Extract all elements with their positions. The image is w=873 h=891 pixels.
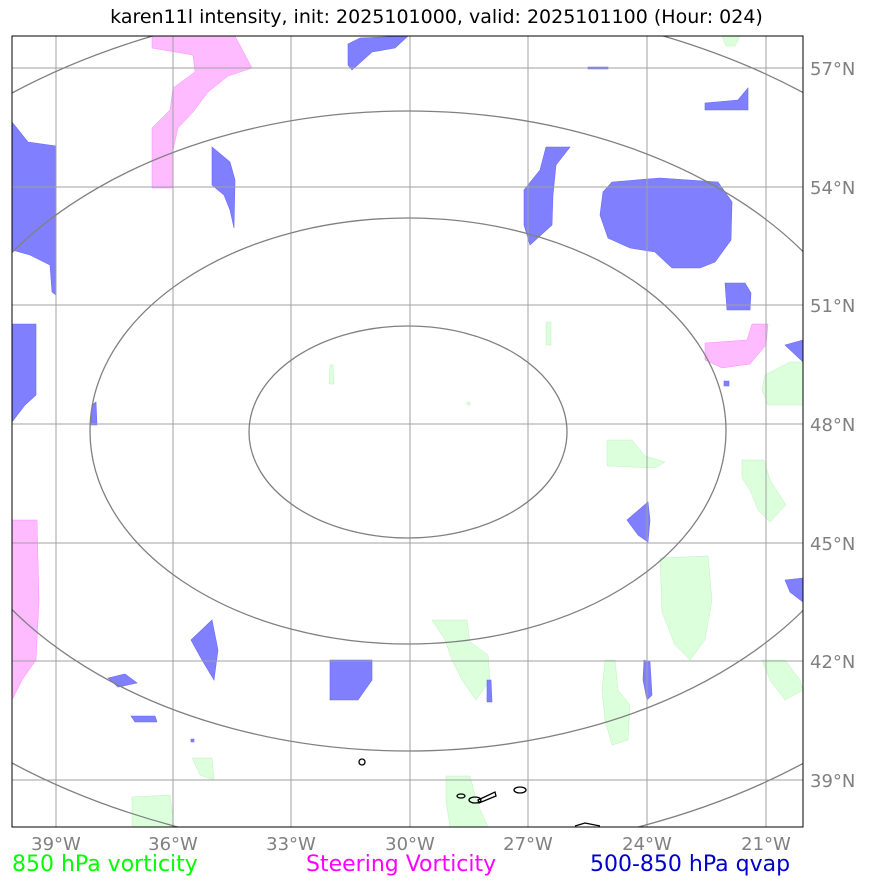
lon-label: 39°W [31, 834, 81, 855]
lat-label: 48°N [810, 415, 855, 436]
lon-label: 21°W [741, 834, 791, 855]
contour [468, 796, 482, 804]
legend-steering-vorticity: Steering Vorticity [306, 852, 497, 877]
qvap-area [626, 501, 651, 543]
distance-ring [12, 36, 803, 827]
vorticity-850-area [131, 794, 175, 827]
lat-label: 54°N [810, 178, 855, 199]
lat-label: 57°N [810, 59, 855, 80]
vorticity-850-area [721, 36, 741, 47]
vorticity-850-area [761, 659, 803, 701]
graticule [12, 36, 803, 827]
qvap-area [190, 619, 219, 681]
lon-label: 24°W [622, 834, 672, 855]
contour [456, 793, 466, 799]
vorticity-850-area [606, 439, 666, 469]
legend-qvap: 500-850 hPa qvap [590, 852, 791, 877]
distance-ring [12, 110, 803, 752]
qvap-area [599, 177, 733, 269]
vorticity-850-area [328, 364, 335, 385]
distance-rings [12, 36, 803, 827]
contour [358, 758, 366, 766]
distance-ring [89, 217, 727, 645]
qvap-area [486, 679, 493, 703]
qvap-area [130, 715, 158, 723]
vorticity-850-area [431, 619, 491, 701]
vorticity-850-area [761, 361, 803, 406]
lat-label: 39°N [810, 771, 855, 792]
vorticity-850-area [466, 401, 471, 406]
qvap-area [723, 380, 730, 387]
legend-850-vorticity: 850 hPa vorticity [12, 852, 198, 877]
qvap-area [329, 659, 373, 701]
latitude-labels: 57°N 54°N 51°N 48°N 45°N 42°N 39°N [810, 59, 855, 792]
qvap-area [523, 146, 571, 246]
longitude-labels: 39°W 36°W 33°W 30°W 27°W 24°W 21°W [31, 834, 791, 855]
distance-ring [248, 325, 568, 539]
vorticity-850-area [191, 757, 215, 781]
qvap-area [12, 323, 37, 423]
qvap-area [724, 282, 752, 311]
qvap-area [107, 673, 138, 688]
lon-label: 27°W [503, 834, 553, 855]
qvap-area [190, 738, 195, 743]
intensity-contours [358, 758, 601, 827]
lon-label: 36°W [148, 834, 198, 855]
contour [477, 791, 497, 804]
steering-vorticity-area [12, 519, 40, 701]
vorticity-850-area [445, 775, 489, 827]
lon-label: 30°W [385, 834, 435, 855]
plot-frame [11, 35, 804, 828]
lon-label: 33°W [266, 834, 316, 855]
lat-label: 45°N [810, 534, 855, 555]
qvap-area [12, 121, 57, 296]
vorticity-850-area [659, 555, 713, 661]
lat-label: 42°N [810, 652, 855, 673]
qvap-area [784, 339, 803, 363]
vorticity-850-area [545, 321, 552, 346]
qvap-area [347, 36, 409, 71]
contour [513, 786, 527, 794]
steering-vorticity-areas [12, 36, 769, 701]
qvap-areas [12, 36, 803, 743]
vorticity-850-area [601, 659, 631, 746]
qvap-area [784, 577, 803, 603]
vorticity-850-area [741, 459, 787, 523]
steering-vorticity-area [704, 323, 769, 369]
lat-label: 51°N [810, 296, 855, 317]
contour [574, 822, 601, 827]
steering-vorticity-area [151, 36, 253, 189]
map-title: karen11l intensity, init: 2025101000, va… [110, 6, 763, 28]
vorticity-850-areas [131, 36, 803, 827]
qvap-area [704, 87, 749, 111]
